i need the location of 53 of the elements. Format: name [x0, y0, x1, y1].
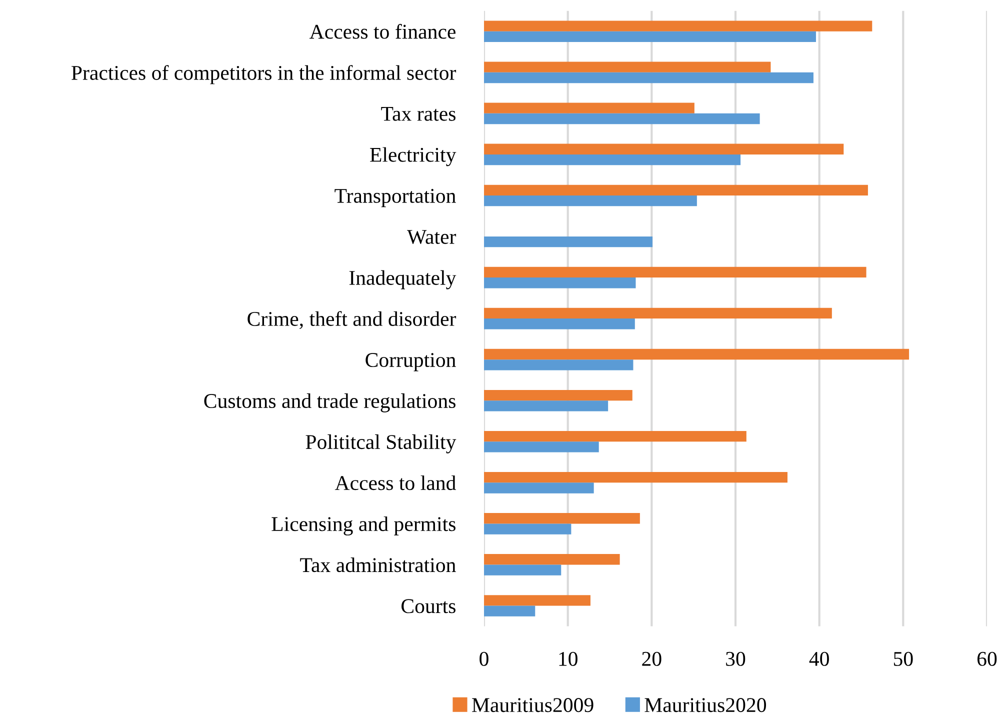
bar [484, 236, 653, 248]
bar [484, 195, 697, 206]
bar [484, 606, 536, 616]
bar [484, 524, 572, 534]
y-tick-label: Licensing and permits [272, 516, 456, 536]
legend-label: Mauritius2020 [644, 698, 766, 712]
bar [484, 595, 590, 606]
bar [484, 113, 760, 124]
bar [484, 20, 872, 32]
y-tick-label: Courts [402, 599, 456, 614]
bar [484, 472, 788, 483]
bar [484, 360, 634, 370]
y-tick-label: Crime, theft and disorder [248, 311, 456, 329]
y-tick-label: Customs and trade regulations [204, 393, 456, 412]
bar [484, 102, 694, 114]
bar [484, 554, 620, 565]
y-tick-label: Tax administration [300, 557, 456, 572]
x-tick-label: 60 [977, 652, 997, 666]
bar [484, 564, 562, 576]
x-tick-label: 50 [894, 652, 913, 666]
bar [484, 482, 594, 494]
x-tick-label: 30 [726, 652, 746, 666]
x-tick-label: 0 [480, 652, 488, 666]
bar [484, 318, 635, 330]
bar [484, 144, 844, 154]
y-tick-label: Access to land [334, 475, 456, 490]
bar [484, 348, 910, 360]
bar [484, 442, 599, 452]
bar [484, 266, 866, 278]
bar [484, 513, 640, 524]
bar [484, 184, 868, 196]
y-tick-label: Transportation [334, 188, 456, 208]
bar [484, 308, 832, 319]
x-tick-label: 20 [642, 652, 662, 666]
y-tick-label: Inadequately [349, 270, 456, 290]
y-tick-label: Corruption [366, 353, 456, 372]
bar [484, 430, 746, 442]
bar [484, 278, 636, 288]
y-tick-label: Practices of competitors in the informal sector [72, 65, 456, 84]
y-tick-label: Electricity [370, 147, 456, 166]
y-tick-label: Tax rates [381, 107, 456, 121]
legend-label: Mauritius2009 [472, 698, 594, 712]
bar [484, 72, 814, 84]
bar [484, 154, 741, 166]
bar [484, 390, 632, 401]
x-tick-label: 10 [559, 652, 578, 666]
y-tick-label: Water [407, 230, 456, 244]
bar [484, 62, 771, 72]
bar [484, 400, 608, 412]
y-tick-label: Access to finance [309, 24, 456, 39]
x-tick-label: 40 [809, 652, 829, 666]
bar [484, 31, 816, 42]
y-tick-label: Polititcal Stability [306, 434, 456, 454]
